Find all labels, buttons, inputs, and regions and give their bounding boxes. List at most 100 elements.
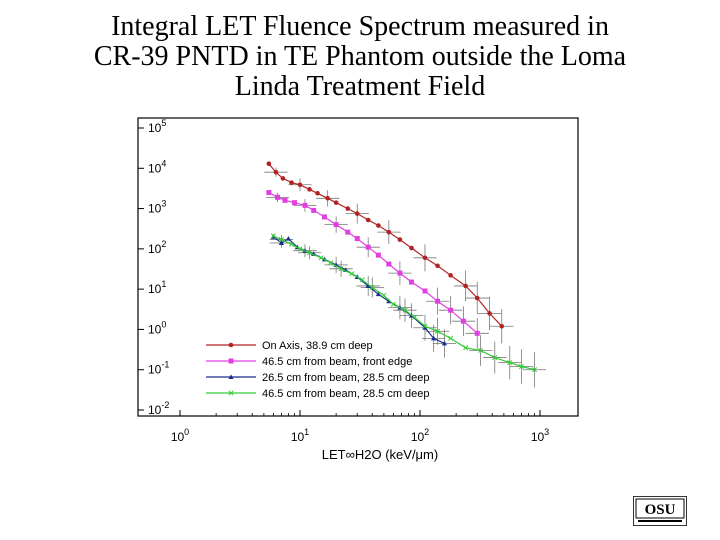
x-axis-label: LET∞H2O (keV/μm): [322, 447, 438, 462]
data-point: [441, 340, 448, 346]
data-point: [448, 335, 454, 341]
x-tick-label: 100: [171, 427, 189, 444]
data-point: [409, 279, 415, 285]
data-point: [369, 284, 375, 291]
legend-label: 46.5 cm from beam, front edge: [262, 356, 412, 368]
data-point: [474, 295, 480, 301]
legend-marker: [228, 358, 234, 364]
osu-logo: OSU: [633, 496, 687, 526]
legend-label: 26.5 cm from beam, 28.5 cm deep: [262, 372, 430, 384]
legend-marker: [228, 342, 234, 348]
data-point: [345, 229, 351, 235]
legend-label: 46.5 cm from beam, 28.5 cm deep: [262, 388, 430, 400]
y-tick-label: 10-1: [148, 360, 169, 377]
data-point: [390, 301, 396, 307]
data-point: [435, 263, 440, 269]
data-point: [292, 200, 298, 206]
data-point: [375, 252, 381, 258]
legend-marker: [228, 374, 234, 379]
data-point: [365, 217, 371, 223]
y-tick-label: 101: [148, 279, 166, 296]
data-point: [306, 250, 313, 256]
data-point: [333, 222, 339, 228]
data-point: [354, 236, 360, 242]
data-point: [492, 355, 498, 361]
title-line-3: Linda Treatment Field: [234, 71, 486, 102]
legend-marker: [228, 390, 234, 396]
data-point: [386, 229, 392, 235]
data-point: [411, 314, 418, 320]
data-point: [270, 233, 276, 239]
data-point: [266, 161, 272, 166]
data-point: [359, 277, 365, 283]
data-point: [386, 261, 392, 267]
data-point: [402, 307, 408, 313]
data-point: [289, 180, 294, 185]
data-point: [381, 292, 387, 298]
series-layer: [266, 161, 538, 373]
data-point: [318, 255, 324, 261]
data-point: [376, 223, 381, 228]
data-point: [280, 176, 286, 181]
plot-frame: [137, 117, 579, 417]
y-tick-label: 103: [148, 199, 166, 216]
data-point: [315, 190, 320, 196]
data-point: [349, 271, 355, 277]
data-point: [507, 360, 513, 366]
data-point: [311, 207, 317, 213]
y-tick-label: 102: [148, 239, 166, 256]
data-point: [345, 206, 351, 211]
data-point: [354, 211, 360, 216]
data-point: [333, 200, 339, 205]
osu-logo-mark: OSU: [635, 498, 685, 522]
data-point: [431, 335, 437, 341]
data-point: [463, 283, 468, 289]
data-point: [325, 195, 330, 201]
data-point: [338, 266, 344, 272]
data-point: [448, 307, 454, 313]
data-point: [321, 214, 327, 220]
data-point: [285, 235, 291, 241]
data-point: [478, 347, 484, 354]
axis-labels: LET∞H2O (keV/μm): [322, 447, 438, 462]
axis-ticks: 100 101 102 103 10-2 10-1 100 101 102 103 104 105: [138, 118, 549, 444]
data-point: [531, 367, 538, 373]
data-point: [266, 190, 272, 196]
slide-title: Integral LET Fluence Spectrum measured i…: [40, 12, 680, 102]
x-tick-label: 103: [531, 427, 549, 444]
data-point: [365, 244, 371, 250]
data-point: [278, 240, 285, 245]
y-tick-label: 105: [148, 118, 166, 135]
data-point: [302, 202, 308, 208]
series-line: [273, 235, 535, 371]
data-point: [275, 194, 281, 200]
x-tick-label: 101: [291, 427, 309, 444]
data-point: [499, 323, 505, 329]
data-point: [278, 237, 284, 243]
data-point: [422, 323, 428, 329]
series-line: [268, 191, 478, 334]
y-tick-label: 10-2: [148, 400, 169, 417]
data-point: [288, 241, 295, 247]
title-line-1: Integral LET Fluence Spectrum measured i…: [111, 11, 609, 42]
data-point: [282, 197, 288, 203]
legend: On Axis, 38.9 cm deep 46.5 cm from beam, …: [206, 340, 430, 400]
data-point: [474, 330, 480, 336]
data-point: [397, 270, 403, 276]
data-point: [328, 260, 334, 266]
data-point: [422, 325, 428, 330]
data-point: [434, 328, 441, 334]
data-point: [460, 318, 466, 324]
data-point: [297, 246, 303, 252]
data-point: [386, 298, 392, 304]
x-tick-label: 102: [411, 427, 429, 444]
data-point: [375, 291, 381, 297]
data-point: [397, 237, 403, 242]
series-2: [266, 190, 480, 336]
data-point: [422, 255, 428, 261]
data-point: [409, 245, 414, 251]
data-point: [307, 187, 312, 192]
data-point: [297, 182, 303, 188]
data-point: [448, 273, 453, 278]
